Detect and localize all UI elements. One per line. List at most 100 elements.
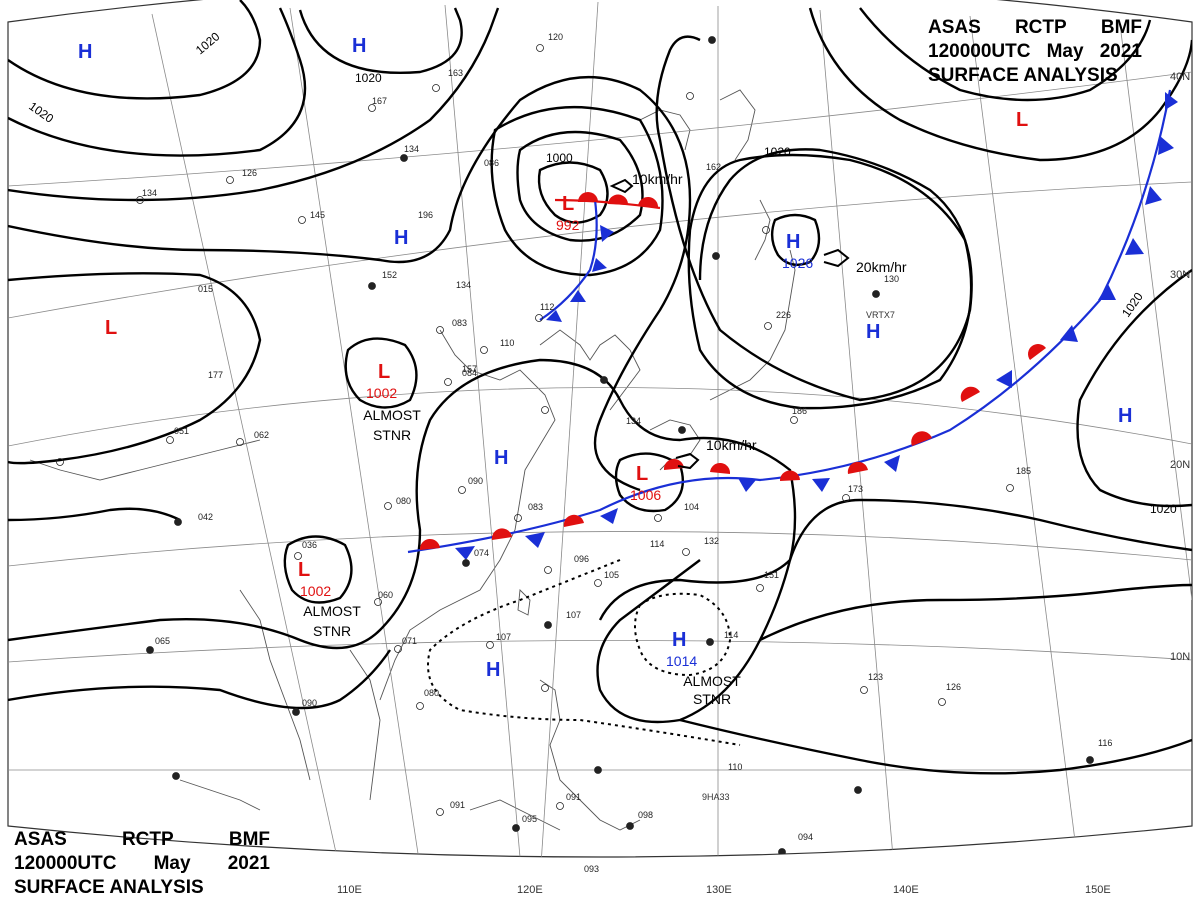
header-line-3: SURFACE ANALYSIS [928, 64, 1142, 88]
header-bottom: ASAS RCTP BMF 120000UTC May 2021 SURFACE… [14, 828, 270, 900]
station-pressure-value: 083 [452, 318, 467, 328]
station-pressure-value: 036 [302, 540, 317, 550]
motion-label: 10km/hr [706, 437, 757, 453]
lon-label: 130E [706, 884, 732, 896]
station-pressure-value: 110 [500, 338, 514, 348]
isobar-line [770, 213, 821, 266]
high-center-marker: H [672, 629, 686, 651]
header-month: May [1046, 41, 1084, 62]
station-pressure-value: 157 [462, 364, 477, 374]
isobar-line [614, 452, 685, 513]
station-pressure-value: 163 [448, 68, 463, 78]
dashed-isobar [427, 559, 741, 746]
station-pressure-value: 042 [198, 512, 213, 522]
motion-label: 10km/hr [632, 171, 683, 187]
header-line-2: 120000UTC May 2021 [14, 852, 270, 876]
isobar-line [679, 718, 1192, 775]
station-pressure-value: 015 [198, 284, 213, 294]
header-center-code: ASAS [928, 17, 981, 38]
station-pressure-value: 084 [462, 368, 477, 378]
high-center-marker: H [486, 659, 500, 681]
coastlines [29, 89, 796, 831]
station-pressure-value: 177 [208, 370, 223, 380]
header-time: 120000UTC [928, 41, 1031, 62]
station-pressure-value: 114 [724, 630, 738, 640]
header-year: 2021 [227, 853, 270, 874]
pressure-value: 1006 [630, 487, 661, 503]
high-center-marker: H [1118, 405, 1132, 427]
header-station-code: RCTP [121, 829, 174, 850]
station-pressure-value: 123 [868, 672, 883, 682]
isobar-line [859, 7, 1152, 102]
stationary-notes: ALMOST STNR ALMOST STNR ALMOST STNR [303, 407, 741, 707]
station-pressure-value: 152 [382, 270, 397, 280]
isobar-line [687, 153, 973, 410]
lat-label: 30N [1170, 269, 1190, 281]
station-pressure-value: 074 [474, 548, 489, 558]
station-pressure-value: 051 [174, 426, 189, 436]
isobar-line [8, 0, 262, 100]
header-center-code: ASAS [14, 829, 67, 850]
station-pressure-value: 126 [242, 168, 257, 178]
station-pressure-value: 093 [584, 864, 599, 874]
station-code: VRTX7 [866, 310, 895, 320]
station-pressure-value: 095 [522, 814, 537, 824]
station-pressure-value: 094 [798, 832, 813, 842]
isobar-label: 1000 [546, 151, 573, 165]
station-pressure-value: 145 [310, 210, 325, 220]
station-pressure-value: 112 [540, 302, 554, 312]
header-line-1: ASAS RCTP BMF [928, 16, 1142, 40]
station-pressure-value: 080 [396, 496, 411, 506]
isobar-line [8, 7, 307, 157]
station-pressure-value: 130 [884, 274, 899, 284]
lat-label: 10N [1170, 651, 1190, 663]
isobar-line [8, 507, 181, 522]
isobar-line [537, 161, 609, 224]
pressure-value: 1014 [666, 653, 697, 669]
high-center-marker: H [866, 321, 880, 343]
note-line: ALMOST [303, 603, 361, 619]
note-line: STNR [313, 623, 351, 639]
station-pressure-value: 104 [684, 502, 699, 512]
high-center-marker: H [786, 231, 800, 253]
station-pressure-value: 083 [528, 502, 543, 512]
header-year: 2021 [1099, 41, 1142, 62]
isobar-label: 1020 [26, 99, 56, 126]
lat-lon-grid [8, 1, 1192, 857]
isobar-label: 1020 [1119, 290, 1146, 320]
header-station-code: RCTP [1014, 17, 1067, 38]
station-pressure-value: 226 [776, 310, 791, 320]
station-pressure-value: 151 [764, 570, 779, 580]
isobar-line [283, 535, 353, 604]
isobar-line [8, 649, 391, 710]
isobar-line [8, 272, 262, 465]
station-pressure-value: 110 [728, 762, 742, 772]
lat-label: 20N [1170, 459, 1190, 471]
station-pressure-value: 116 [1098, 738, 1112, 748]
header-line-1: ASAS RCTP BMF [14, 828, 270, 852]
low-center-marker: L [298, 559, 310, 581]
station-pressure-value: 096 [574, 554, 589, 564]
isobar-line [8, 75, 692, 492]
warm-front-symbols [578, 192, 659, 208]
station-pressure-value: 132 [704, 536, 719, 546]
station-pressure-value: 090 [468, 476, 483, 486]
station-pressure-value: 186 [792, 406, 807, 416]
station-pressure-value: 060 [378, 590, 393, 600]
lon-label: 110E [337, 884, 362, 896]
low-center-marker: L [105, 317, 117, 339]
latitude-labels: 40N 30N 20N 10N [1170, 71, 1190, 663]
header-suffix: BMF [1100, 17, 1142, 38]
station-pressure-value: 114 [650, 539, 664, 549]
isobar-line [759, 583, 1192, 642]
station-pressure-value: 162 [706, 162, 721, 172]
dashed-isobar [634, 592, 732, 677]
high-center-marker: H [394, 227, 408, 249]
cold-front-symbols [546, 225, 614, 322]
header-line-3: SURFACE ANALYSIS [14, 876, 270, 900]
header-suffix: BMF [228, 829, 270, 850]
station-pressure-value: 185 [1016, 466, 1031, 476]
lat-label: 40N [1170, 71, 1190, 83]
longitude-labels: 110E 120E 130E 140E 150E [337, 884, 1111, 896]
station-pressure-value: 071 [402, 636, 417, 646]
